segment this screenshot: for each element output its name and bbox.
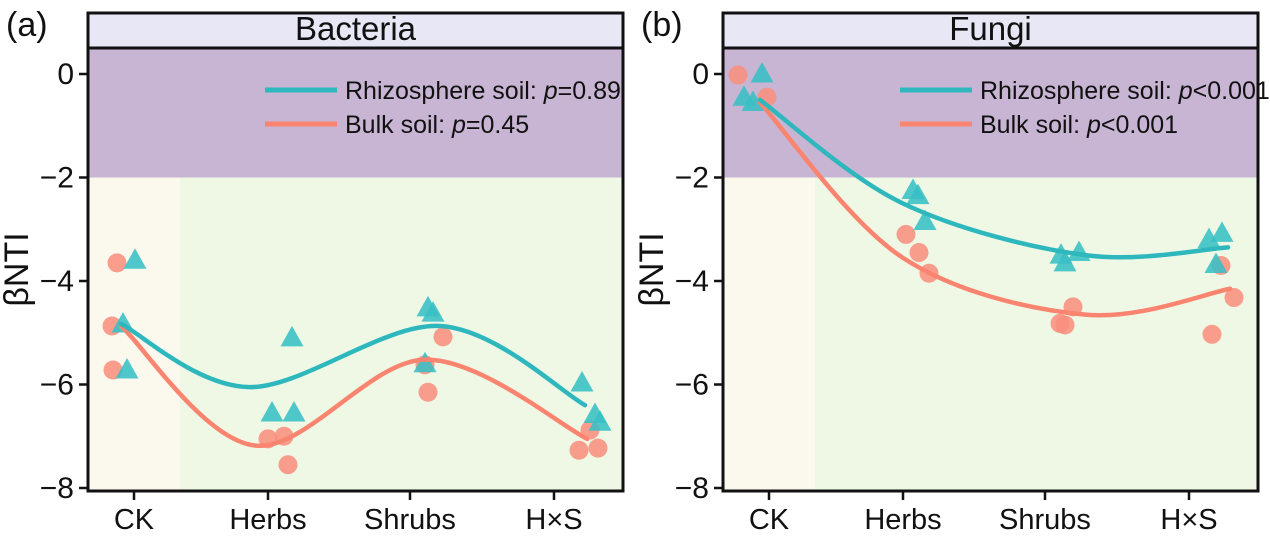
y-tick-label: −2	[40, 162, 74, 195]
data-point-bulk	[107, 253, 127, 273]
panel-a: (a) Bacteria 0 −2 −4 −6 −8 CK Herbs Shrubs H×S βNT…	[0, 6, 625, 536]
data-point-bulk	[728, 65, 748, 85]
data-point-rhizosphere	[280, 325, 304, 347]
plot-border	[721, 46, 1260, 493]
legend-label: Rhizosphere soil: p<0.001	[980, 77, 1270, 105]
legend-label: Rhizosphere soil: p=0.89	[345, 77, 621, 105]
data-point-rhizosphere	[282, 400, 306, 422]
data-point-rhizosphere	[913, 209, 937, 230]
data-point-bulk	[278, 455, 298, 475]
data-point-rhizosphere	[1197, 227, 1221, 249]
y-tick-label: 0	[57, 58, 74, 91]
legend-label: Bulk soil: p=0.45	[345, 111, 529, 139]
title-strip	[86, 11, 625, 50]
data-point-bulk	[896, 224, 916, 244]
data-point-rhizosphere	[115, 358, 139, 379]
data-point-rhizosphere	[413, 351, 437, 373]
x-tick-label: CK	[114, 504, 155, 536]
data-point-bulk	[1055, 315, 1075, 335]
panel-a-label: (a)	[6, 6, 48, 44]
panel-a-chart: Bacteria 0 −2 −4 −6 −8 CK Herbs Shrubs H×S βNTI Rhi…	[0, 10, 625, 536]
plot-border	[86, 46, 625, 493]
x-tick-label: Herbs	[864, 504, 941, 536]
y-tick-label: −8	[40, 472, 74, 505]
data-point-rhizosphere	[1053, 250, 1077, 272]
data-point-rhizosphere	[588, 410, 612, 431]
trend-line-bulk	[757, 100, 1233, 318]
data-point-bulk	[909, 243, 929, 263]
panel-b: (b) Fungi 0 −2 −4 −6 −8 CK Herbs Shrubs H×S βNTI Rh…	[635, 0, 1270, 540]
y-tick-label: 0	[692, 58, 709, 91]
trend-line-rhizosphere	[118, 321, 588, 408]
y-tick-label: −6	[40, 369, 74, 402]
data-point-rhizosphere	[260, 400, 284, 422]
y-tick-label: −2	[675, 162, 709, 195]
x-tick-label: H×S	[1160, 504, 1217, 536]
data-point-rhizosphere	[906, 183, 930, 205]
data-point-rhizosphere	[570, 370, 594, 392]
data-point-bulk	[1202, 324, 1222, 344]
data-point-bulk	[569, 440, 589, 460]
trend-line-rhizosphere	[757, 97, 1231, 260]
y-axis-label: βNTI	[0, 232, 36, 306]
panel-b-label: (b)	[641, 6, 683, 44]
data-point-rhizosphere	[421, 301, 445, 322]
y-tick-label: −4	[40, 265, 74, 298]
data-point-rhizosphere	[750, 62, 774, 83]
y-axis-label: βNTI	[635, 232, 671, 306]
region-above-threshold	[88, 48, 623, 178]
x-tick-label: Herbs	[229, 504, 306, 536]
region-ck-band	[723, 177, 815, 491]
y-tick-label: −8	[675, 472, 709, 505]
data-point-rhizosphere	[123, 248, 147, 269]
x-tick-label: Shrubs	[364, 504, 456, 536]
panel-title: Fungi	[949, 10, 1032, 47]
trend-line-bulk	[118, 323, 590, 448]
panel-b-chart: Fungi 0 −2 −4 −6 −8 CK Herbs Shrubs H×S βNTI Rhizos…	[635, 10, 1270, 536]
x-tick-label: H×S	[525, 504, 582, 536]
data-point-bulk	[588, 438, 608, 458]
data-point-rhizosphere	[1210, 221, 1234, 242]
region-treatment-band	[815, 177, 1258, 491]
y-tick-label: −4	[675, 265, 709, 298]
data-point-bulk	[418, 382, 438, 402]
region-above-threshold	[723, 48, 1258, 178]
data-point-bulk	[433, 327, 453, 347]
y-tick-label: −6	[675, 369, 709, 402]
data-point-rhizosphere	[741, 90, 765, 111]
x-tick-label: CK	[749, 504, 790, 536]
legend-label: Bulk soil: p<0.001	[980, 111, 1178, 139]
data-point-rhizosphere	[1204, 252, 1228, 273]
x-tick-label: Shrubs	[999, 504, 1091, 536]
data-point-bulk	[1224, 288, 1244, 308]
panel-title: Bacteria	[295, 10, 417, 47]
title-strip	[721, 11, 1260, 50]
